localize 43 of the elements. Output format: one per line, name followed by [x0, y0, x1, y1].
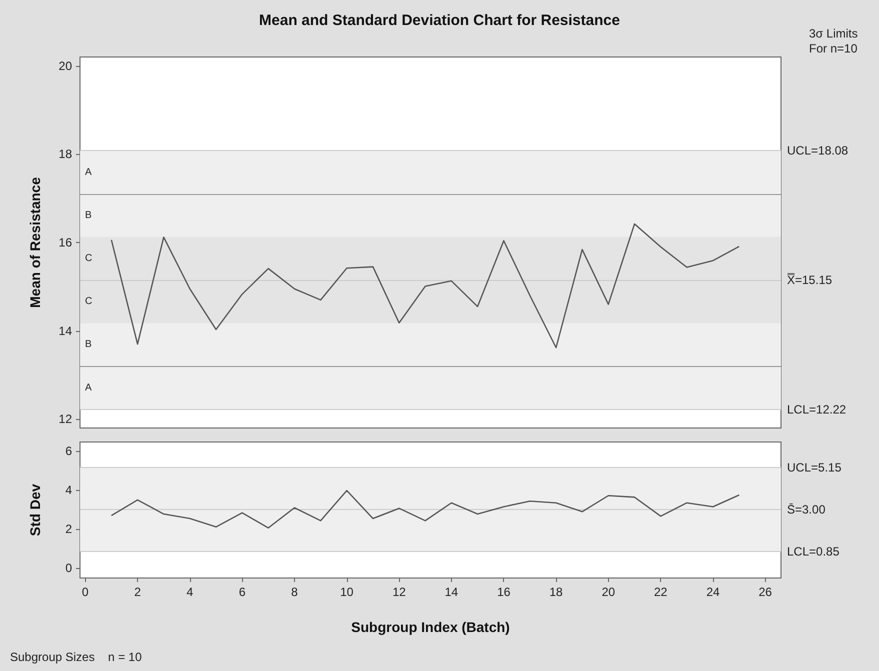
ref-line-label: X̿=15.15 [786, 273, 832, 288]
y-axis-title: Std Dev [27, 484, 43, 536]
x-tick-label: 4 [186, 585, 194, 599]
x-tick-label: 2 [134, 585, 142, 599]
x-tick-label: 18 [549, 585, 564, 599]
y-tick-label: 20 [58, 58, 72, 73]
text: Subgroup Sizes n = 10 [10, 650, 142, 664]
y-tick-label: 0 [65, 561, 72, 576]
x-tick-label: 16 [497, 585, 511, 599]
x-tick-label: 10 [340, 585, 354, 599]
x-tick-label: 8 [291, 585, 298, 599]
chart-title: Mean and Standard Deviation Chart for Resistance [259, 12, 620, 29]
x-axis-title: Subgroup Index (Batch) [351, 619, 510, 635]
y-tick-label: 4 [65, 482, 72, 497]
ref-line-label: UCL=18.08 [787, 144, 848, 158]
y-tick-label: 14 [58, 324, 72, 338]
ref-line-label: S̄=3.00 [787, 502, 826, 517]
y-tick-label: 2 [65, 522, 72, 536]
band-label: C [85, 296, 92, 308]
y-tick-label: 12 [58, 412, 72, 426]
line-series [110, 223, 740, 348]
band-label: A [85, 166, 92, 178]
y-axis-title: Mean of Resistance [27, 176, 43, 308]
y-tick-label: 6 [65, 444, 72, 458]
x-tick-label: 14 [444, 585, 458, 599]
ref-line-label: UCL=5.15 [787, 460, 842, 474]
x-tick-label: 20 [602, 585, 616, 599]
x-tick-label: 22 [654, 585, 668, 599]
x-tick-label: 24 [706, 585, 720, 599]
band-label: C [85, 252, 92, 264]
x-tick-label: 0 [82, 585, 89, 599]
band-label: A [85, 382, 92, 394]
band-label: B [85, 339, 92, 350]
y-tick-label: 16 [58, 236, 72, 250]
x-tick-label: 6 [238, 585, 246, 599]
x-tick-label: 12 [392, 585, 406, 599]
y-tick-label: 18 [58, 147, 72, 162]
band-label: B [85, 210, 92, 221]
ref-line-label: LCL=0.85 [787, 544, 840, 559]
text: 3σ Limits For n=10 [809, 26, 862, 56]
x-tick-label: 26 [758, 585, 772, 599]
ref-line-label: LCL=12.22 [787, 402, 846, 416]
line-series [110, 490, 740, 529]
